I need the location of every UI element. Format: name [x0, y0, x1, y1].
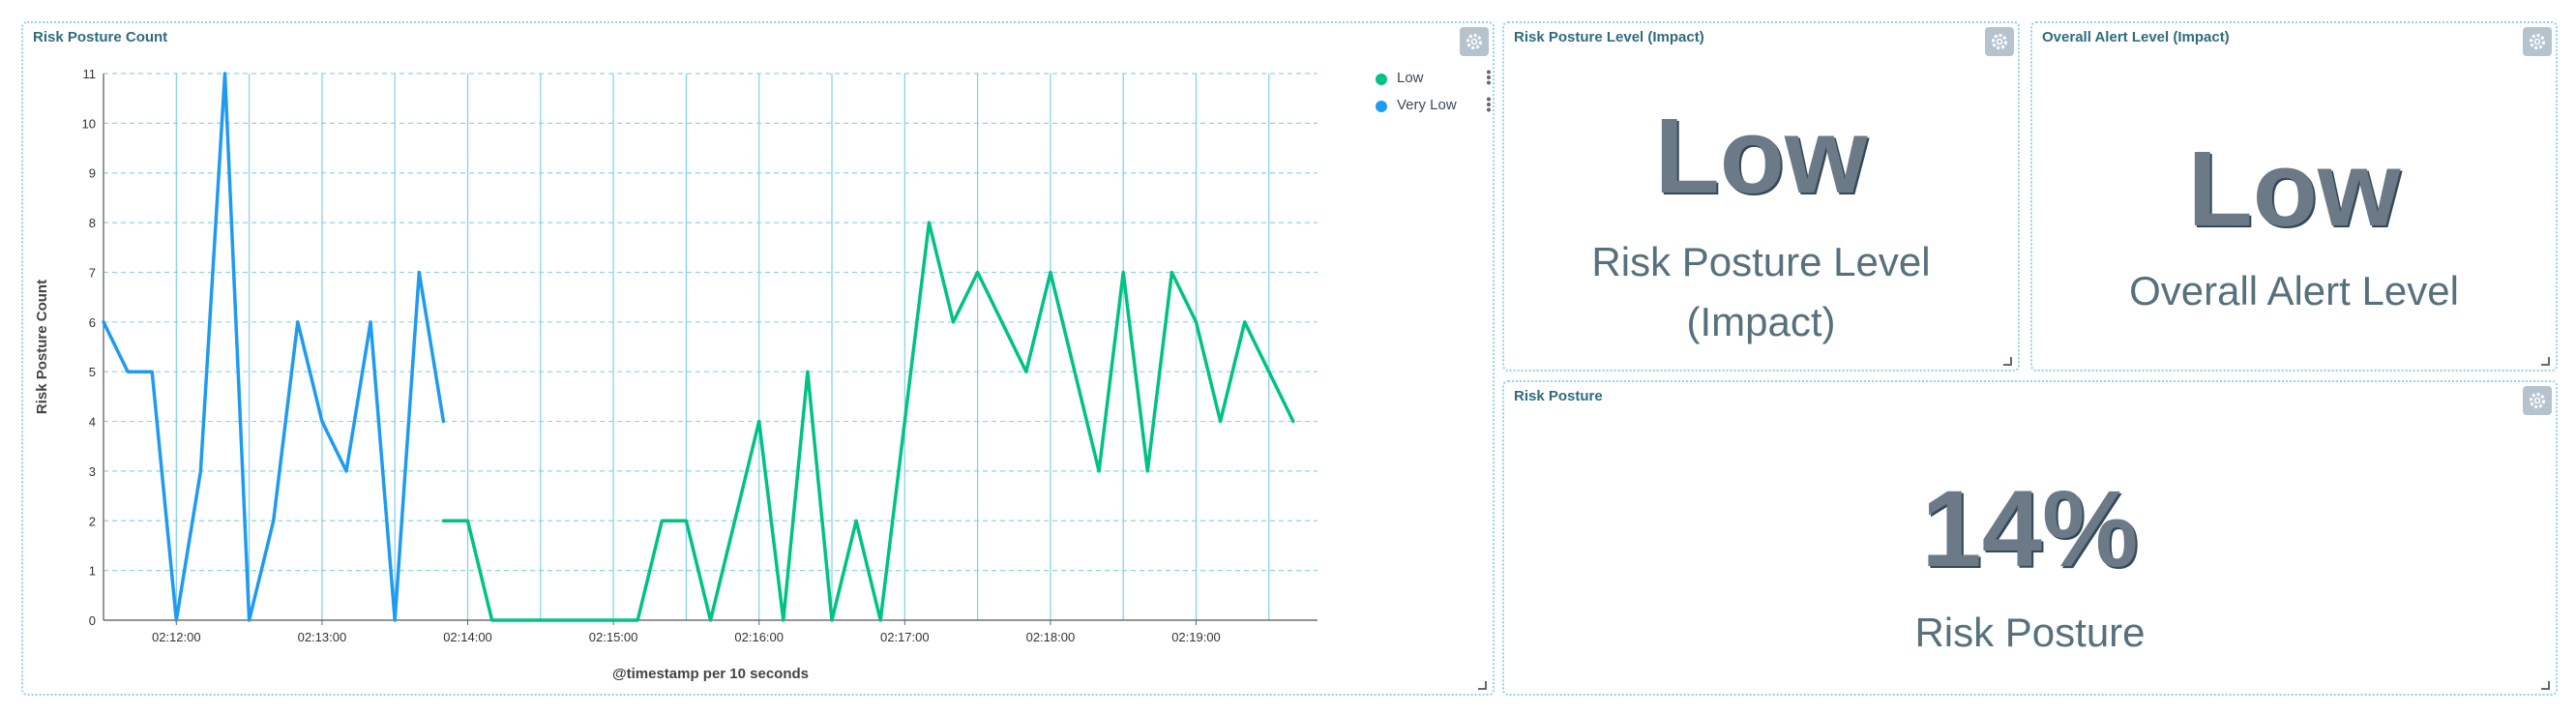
legend-swatch-very-low — [1376, 101, 1387, 112]
resize-handle-icon[interactable] — [1478, 681, 1487, 690]
x-tick-label: 02:18:00 — [1026, 630, 1076, 644]
legend-swatch-low — [1376, 74, 1387, 85]
x-tick-label: 02:15:00 — [589, 630, 638, 644]
y-tick-label: 5 — [89, 365, 96, 379]
y-tick-label: 9 — [89, 166, 96, 181]
x-tick-label: 02:17:00 — [880, 630, 930, 644]
y-tick-label: 2 — [89, 514, 96, 528]
gear-icon[interactable] — [2523, 27, 2552, 56]
metric-label: Risk Posture Level — [1591, 239, 1931, 284]
x-axis-title: @timestamp per 10 seconds — [612, 666, 809, 682]
metric-label: Overall Alert Level — [2129, 268, 2459, 313]
risk-posture-panel: Risk Posture 14% Risk Posture — [1502, 380, 2558, 696]
y-tick-label: 6 — [89, 315, 96, 330]
series-line-very-low — [102, 72, 446, 622]
panel-title: Risk Posture — [1514, 388, 1603, 404]
legend-label: Very Low — [1397, 97, 1457, 113]
metric-label: Risk Posture — [1914, 610, 2146, 655]
y-tick-label: 4 — [89, 415, 96, 430]
x-tick-label: 02:16:00 — [734, 630, 784, 644]
metric-value: 14% — [1921, 468, 2139, 589]
risk-posture-count-panel: Risk Posture Count 0 1 2 3 4 5 6 7 8 9 10 11 02:12:0… — [21, 21, 1495, 696]
legend-label: Low — [1397, 70, 1424, 86]
more-vertical-icon[interactable] — [1486, 97, 1492, 112]
y-tick-label: 1 — [89, 564, 96, 579]
line-chart: 0 1 2 3 4 5 6 7 8 9 10 11 02:12:00 02:13:00 02:14:00 02… — [34, 67, 1318, 682]
gear-icon[interactable] — [1460, 27, 1489, 56]
y-tick-label: 7 — [89, 265, 96, 280]
panel-title: Overall Alert Level (Impact) — [2042, 29, 2230, 45]
overall-alert-level-panel: Overall Alert Level (Impact) Low Overall… — [2030, 21, 2558, 372]
x-tick-label: 02:12:00 — [152, 630, 201, 644]
gear-icon[interactable] — [2523, 386, 2552, 415]
resize-handle-icon[interactable] — [2003, 357, 2012, 366]
x-tick-label: 02:19:00 — [1171, 630, 1221, 644]
y-tick-label: 11 — [83, 67, 97, 81]
resize-handle-icon[interactable] — [2541, 681, 2550, 690]
y-tick-label: 8 — [89, 216, 96, 230]
y-tick-label: 0 — [89, 613, 96, 628]
x-tick-label: 02:13:00 — [298, 630, 347, 644]
metric-label-line2: (Impact) — [1686, 299, 1836, 344]
y-axis-title: Risk Posture Count — [34, 280, 50, 414]
metric-value: Low — [1654, 97, 1868, 216]
resize-handle-icon[interactable] — [2541, 357, 2550, 366]
y-tick-label: 3 — [89, 464, 96, 479]
panel-title: Risk Posture Count — [33, 29, 168, 45]
more-vertical-icon[interactable] — [1486, 70, 1492, 85]
x-tick-label: 02:14:00 — [443, 630, 492, 644]
metric-value: Low — [2187, 130, 2401, 249]
y-tick-label: 10 — [82, 116, 96, 131]
series-line-low — [441, 221, 1295, 622]
risk-posture-level-panel: Risk Posture Level (Impact) Low Risk Pos… — [1502, 21, 2020, 372]
gear-icon[interactable] — [1985, 27, 2014, 56]
panel-title: Risk Posture Level (Impact) — [1514, 29, 1704, 45]
